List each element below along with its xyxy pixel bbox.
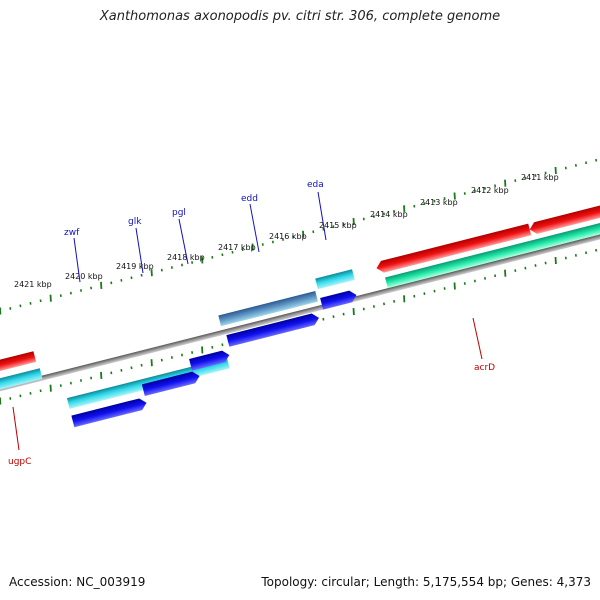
kbp-label-2414: 2414 kbp bbox=[370, 210, 408, 219]
red-green-cds bbox=[0, 199, 600, 391]
kbp-label-2421: 2421 kbp bbox=[14, 280, 52, 289]
cds-edd-blue[interactable] bbox=[226, 312, 320, 347]
cds-ugpC[interactable] bbox=[0, 351, 37, 374]
kbp-label-2412: 2412 kbp bbox=[471, 186, 509, 195]
gene-label-eda[interactable]: eda bbox=[307, 180, 324, 190]
gene-label-pgl[interactable]: pgl bbox=[172, 208, 186, 218]
cds-acrD[interactable] bbox=[375, 223, 532, 274]
backbone bbox=[0, 226, 600, 398]
topology-text: Topology: circular; Length: 5,175,554 bp… bbox=[261, 575, 591, 589]
accession-text: Accession: NC_003919 bbox=[9, 575, 146, 589]
gene-labels: zwf glk pgl edd eda acrD ugpC bbox=[8, 180, 495, 467]
kbp-label-2419: 2419 kbp bbox=[116, 262, 154, 271]
cds-eda-blue[interactable] bbox=[320, 289, 358, 310]
kbp-label-2411: 2411 kbp bbox=[521, 173, 559, 182]
cds-cyan-left[interactable] bbox=[0, 368, 43, 391]
gene-label-zwf[interactable]: zwf bbox=[64, 228, 80, 238]
kbp-label-2420: 2420 kbp bbox=[65, 272, 103, 281]
blue-cds-row bbox=[71, 289, 358, 428]
kbp-label-2416: 2416 kbp bbox=[269, 232, 307, 241]
cds-glk[interactable] bbox=[141, 370, 201, 397]
kbp-labels: 2411 kbp 2412 kbp 2413 kbp 2414 kbp 2415… bbox=[14, 173, 559, 289]
cds-pgl[interactable] bbox=[189, 349, 231, 371]
cds-zwf[interactable] bbox=[71, 397, 148, 428]
kbp-label-2417: 2417 kbp bbox=[218, 243, 256, 252]
gene-label-acrD[interactable]: acrD bbox=[474, 363, 495, 373]
gene-label-lines bbox=[12, 191, 483, 451]
ticks-outer bbox=[0, 158, 598, 315]
cds-edd[interactable] bbox=[218, 290, 318, 327]
gene-label-ugpC[interactable]: ugpC bbox=[8, 457, 31, 467]
cds-green-right[interactable] bbox=[385, 213, 600, 289]
cds-eda[interactable] bbox=[315, 269, 355, 290]
forward-cds-row bbox=[66, 269, 355, 409]
kbp-label-2413: 2413 kbp bbox=[420, 198, 458, 207]
cds-red-right[interactable] bbox=[528, 199, 600, 235]
kbp-label-2418: 2418 kbp bbox=[167, 253, 205, 262]
gene-label-edd[interactable]: edd bbox=[241, 194, 258, 204]
genome-title: Xanthomonas axonopodis pv. citri str. 30… bbox=[99, 9, 501, 24]
kbp-label-2415: 2415 kbp bbox=[319, 221, 357, 230]
gene-label-glk[interactable]: glk bbox=[128, 217, 142, 227]
